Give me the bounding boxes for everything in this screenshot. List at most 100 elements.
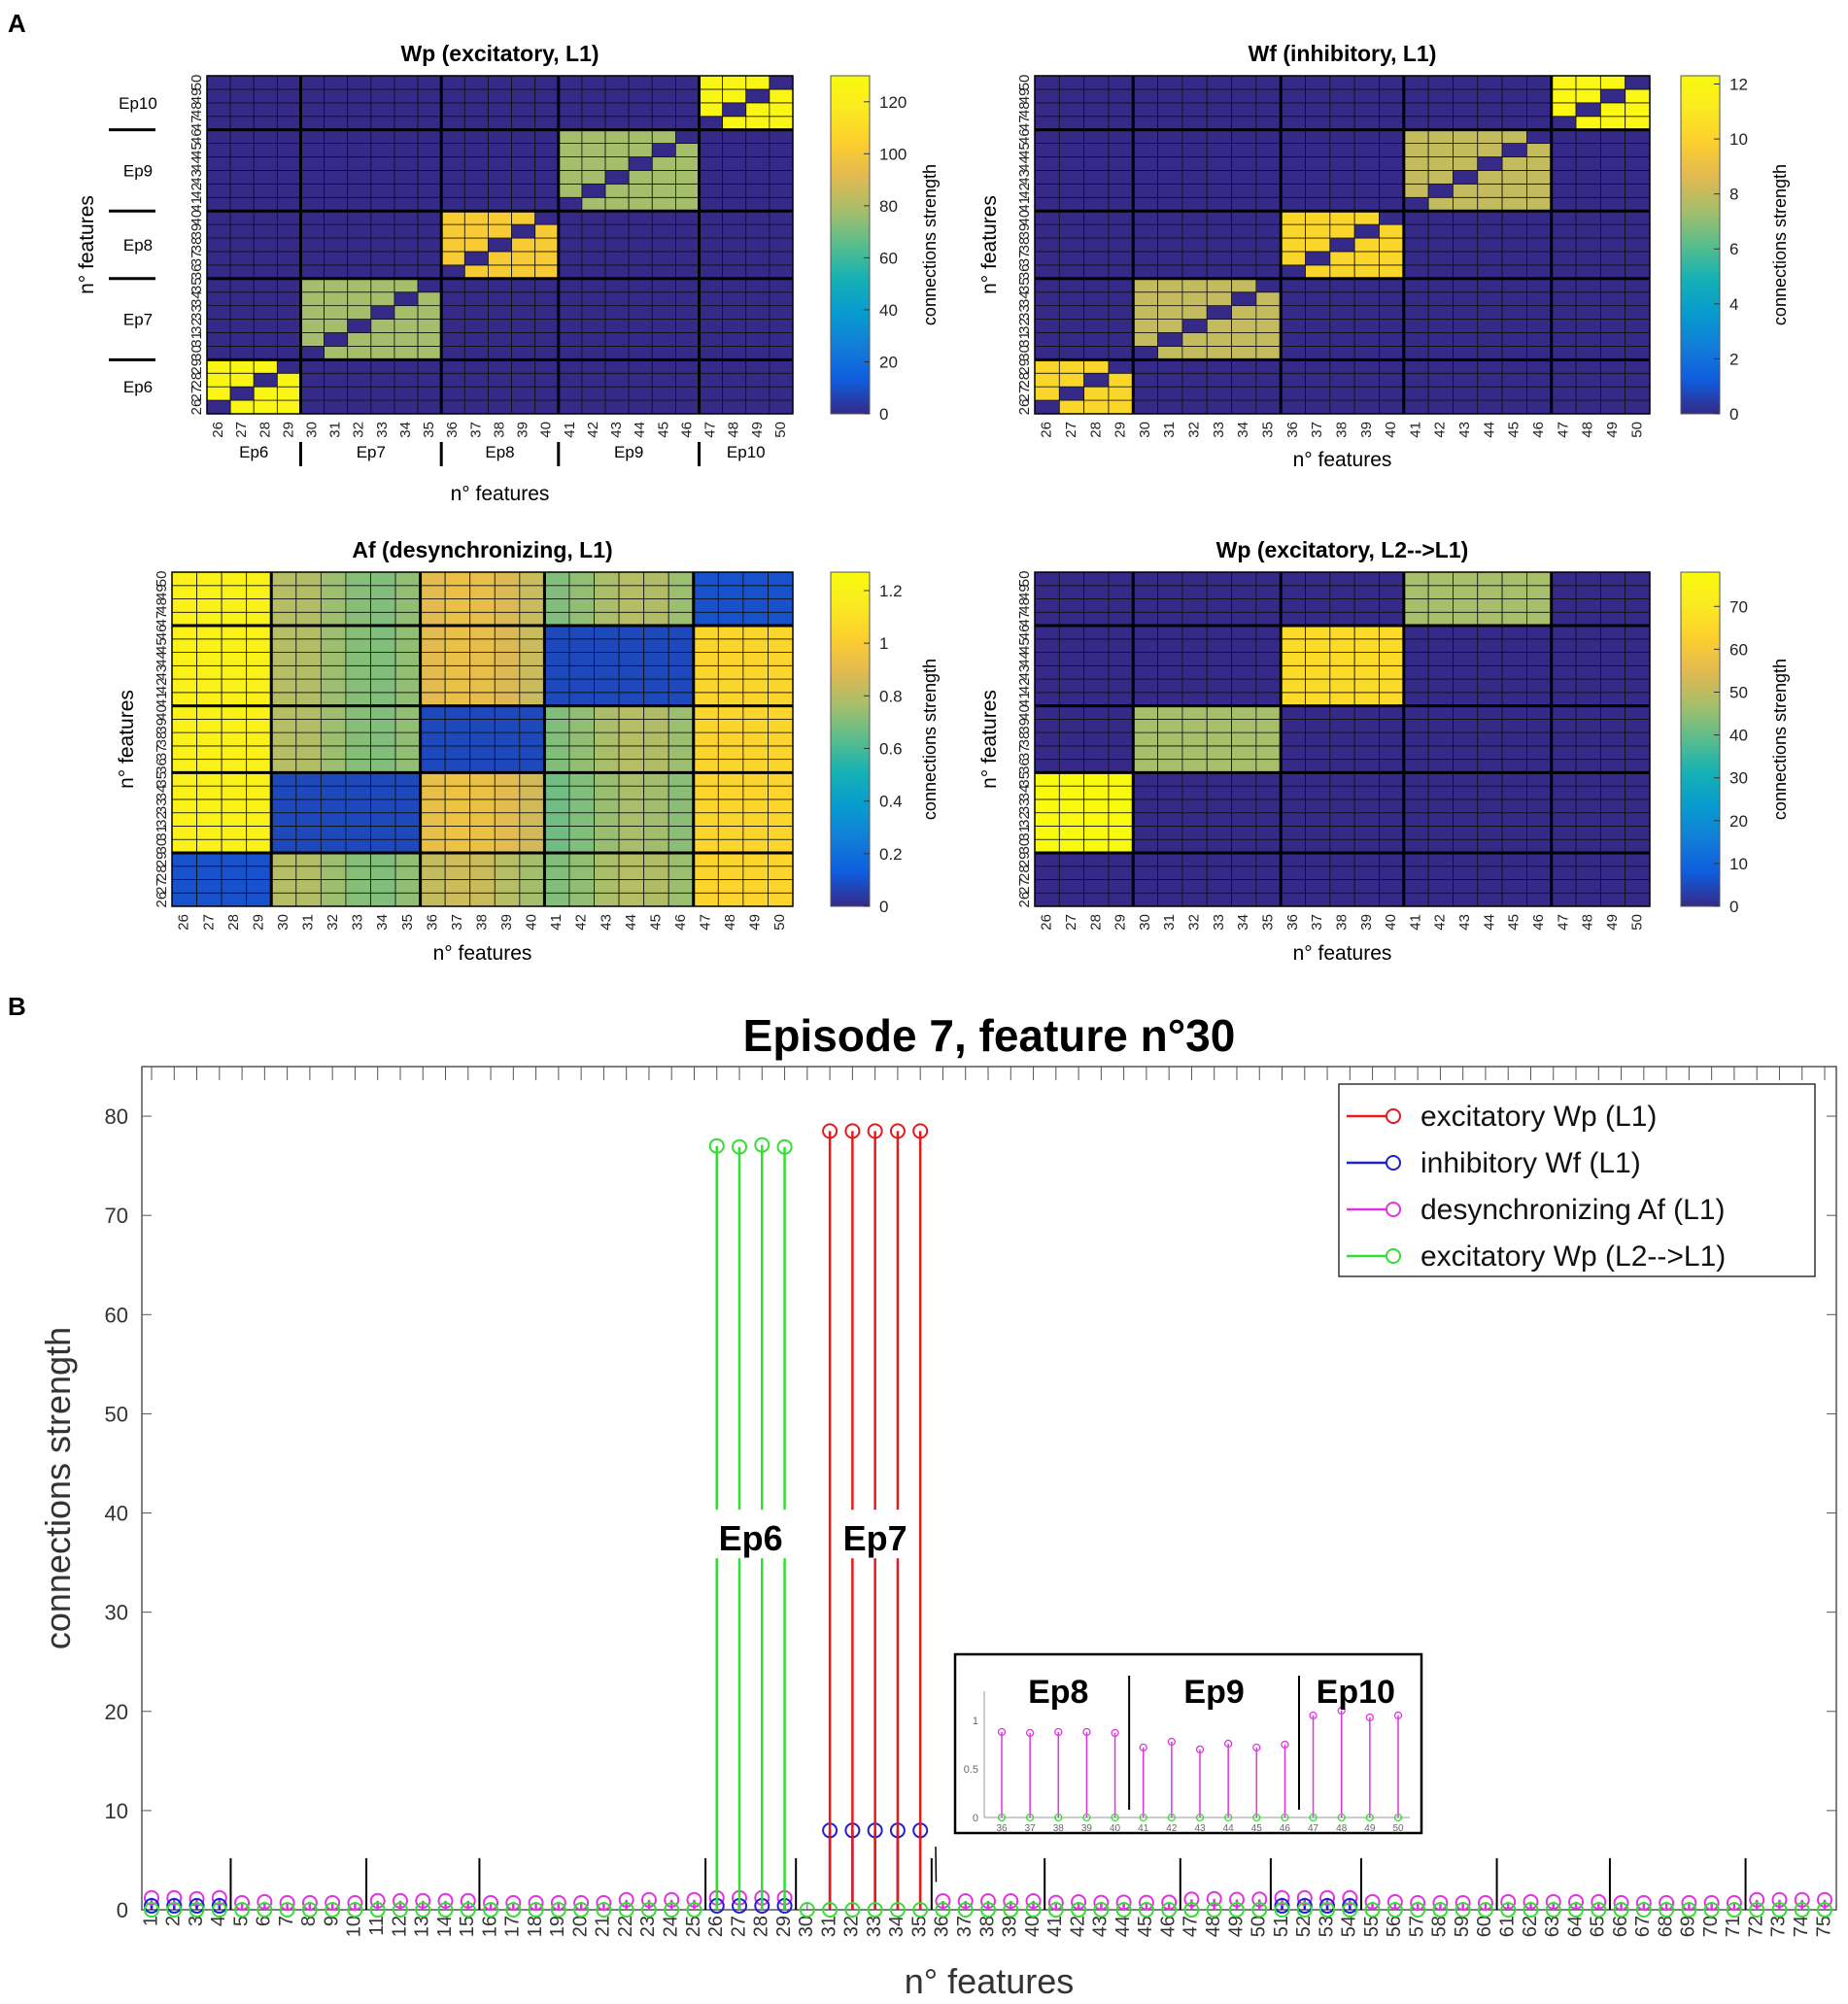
y-tick-label: 41 [154, 691, 170, 707]
heatmap-cell [463, 116, 489, 131]
heatmap-cell [1501, 210, 1527, 225]
heatmap-cell [1353, 692, 1380, 707]
heatmap-cell [1353, 75, 1380, 90]
heatmap-cell [444, 879, 471, 894]
heatmap-cell [1181, 88, 1208, 104]
heatmap-cell [488, 386, 512, 401]
inset-zero-marker [1195, 1813, 1205, 1822]
heatmap-cell [1206, 692, 1232, 707]
heatmap-cell [276, 223, 301, 239]
heatmap-cell [1427, 892, 1454, 907]
heatmap-cell [1280, 156, 1306, 171]
heatmap-cell [1132, 291, 1159, 307]
heatmap-cell [300, 129, 325, 144]
heatmap-cell [370, 745, 396, 761]
x-tick-label: 21 [593, 1916, 614, 1937]
stem-marker-zero [1454, 1902, 1471, 1918]
heatmap-cell [420, 652, 446, 666]
stem-marker-zero [1726, 1902, 1742, 1918]
heatmap-cell [1353, 772, 1380, 787]
heatmap-cell [488, 372, 512, 388]
heatmap-cell [1108, 705, 1134, 720]
heatmap-cell [519, 866, 545, 880]
heatmap-cell [643, 866, 669, 880]
heatmap-cell [628, 332, 653, 347]
heatmap-cell [1403, 798, 1429, 814]
heatmap-cell [1477, 692, 1503, 707]
heatmap-cell [1231, 102, 1257, 118]
heatmap-cell [1231, 399, 1257, 415]
heatmap-cell [1353, 852, 1380, 867]
heatmap-cell [1501, 305, 1527, 320]
heatmap-cell [604, 170, 630, 185]
x-tick-label: 45 [1135, 1916, 1156, 1937]
heatmap-cell [347, 170, 372, 185]
heatmap-cell [581, 143, 606, 157]
heatmap-cell [568, 772, 595, 787]
heatmap-wf-l1: Wf (inhibitory, L1)262728293031323334353… [978, 41, 1790, 471]
heatmap-cell [1427, 745, 1454, 761]
heatmap-cell [1157, 196, 1183, 212]
heatmap-cell [534, 75, 560, 90]
heatmap-cell [394, 251, 419, 266]
x-tick-label: 34 [374, 914, 391, 931]
inset-zero-marker [1082, 1813, 1091, 1822]
heatmap-cell [420, 571, 446, 587]
heatmap-cell [370, 598, 396, 613]
heatmap-cell [206, 278, 231, 293]
heatmap-cell [171, 692, 197, 707]
heatmap-cell [1625, 718, 1651, 733]
heatmap-cell [196, 879, 222, 894]
heatmap-cell [722, 332, 747, 347]
heatmap-cell [1453, 718, 1479, 733]
heatmap-cell [196, 772, 222, 787]
heatmap-cell [1083, 291, 1110, 307]
heatmap-cell [1034, 838, 1060, 854]
heatmap-cell [1329, 305, 1355, 320]
heatmap-cell [1379, 731, 1405, 747]
stem-marker-zero [1703, 1902, 1720, 1918]
heatmap-cell [1058, 611, 1085, 627]
heatmap-cell [1427, 102, 1454, 118]
y-tick-label: 37 [188, 251, 205, 267]
heatmap-cell [675, 116, 700, 131]
heatmap-cell [1477, 223, 1503, 239]
heatmap-cell [463, 210, 489, 225]
heatmap-cell [347, 75, 372, 90]
x-tick-label: 67 [1632, 1916, 1654, 1937]
heatmap-cell [1551, 731, 1577, 747]
heatmap-cell [1034, 156, 1060, 171]
heatmap-cell [1132, 399, 1159, 415]
heatmap-cell [745, 372, 770, 388]
heatmap-cell [1427, 278, 1454, 293]
heatmap-cell [1353, 102, 1380, 118]
x-tick-label: 31 [300, 914, 317, 931]
heatmap-cell [742, 678, 769, 694]
heatmap-cell [1132, 319, 1159, 333]
colorbar-tick-label: 0 [879, 405, 888, 424]
x-tick-label: 32 [1186, 914, 1203, 931]
x-tick-label: 42 [1067, 1916, 1088, 1937]
heatmap-cell [1501, 664, 1527, 680]
y-tick-label: 38 [1016, 731, 1033, 748]
heatmap-cell [1575, 183, 1601, 198]
heatmap-cell [270, 611, 297, 627]
heatmap-cell [1157, 345, 1183, 360]
heatmap-cell [324, 399, 349, 415]
heatmap-cell [463, 183, 489, 198]
heatmap-cell [444, 838, 471, 854]
heatmap-cell [568, 692, 595, 707]
panel-label-a: A [8, 9, 26, 38]
heatmap-cell [417, 210, 442, 225]
heatmap-cell [1280, 291, 1306, 307]
heatmap-cell [1305, 156, 1331, 171]
stem-marker [1003, 1893, 1019, 1910]
heatmap-cell [1206, 772, 1232, 787]
heatmap-cell [1501, 102, 1527, 118]
heatmap-cell [1231, 838, 1257, 854]
heatmap-cell [1599, 156, 1626, 171]
heatmap-cell [699, 291, 724, 307]
heatmap-cell [1083, 718, 1110, 733]
x-tick-label: 26 [705, 1916, 727, 1937]
heatmap-cell [1305, 718, 1331, 733]
